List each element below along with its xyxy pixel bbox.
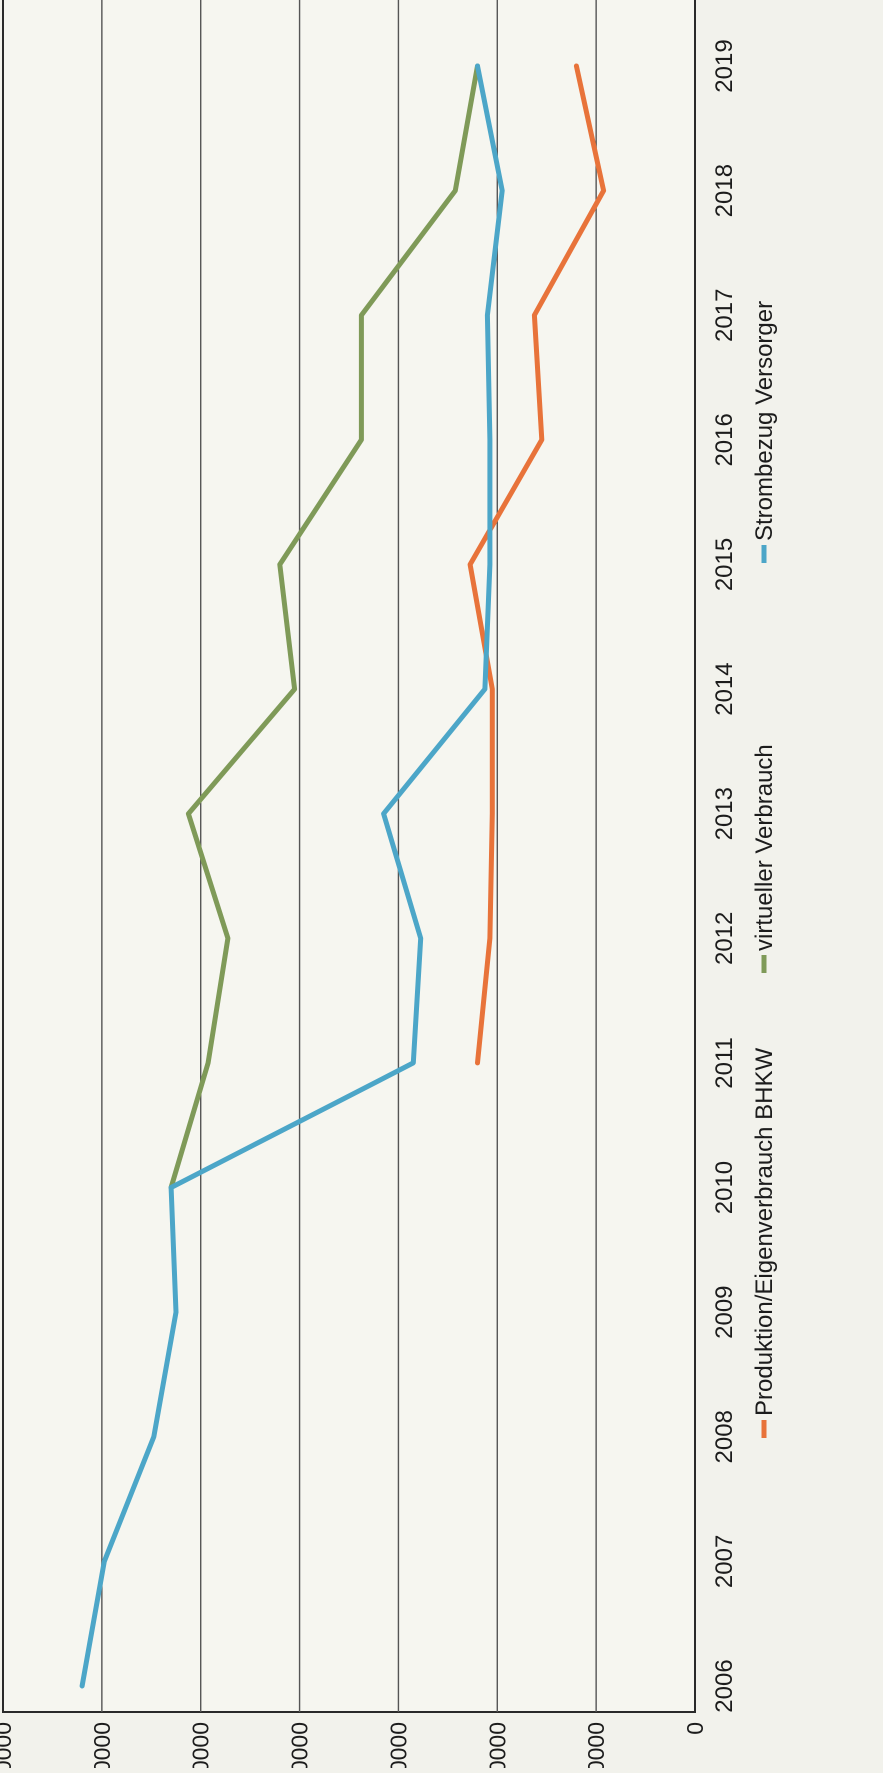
y-tick-label: 60000 xyxy=(385,1722,411,1768)
x-tick-label: 2008 xyxy=(711,1410,738,1463)
x-tick-label: 2010 xyxy=(711,1161,738,1214)
x-tick-label: 2011 xyxy=(711,1037,738,1089)
x-tick-label: 2015 xyxy=(711,538,738,591)
y-tick-label: 20000 xyxy=(583,1722,609,1768)
x-tick-label: 2014 xyxy=(711,662,738,715)
legend-label: Produktion/Eigenverbrauch BHKW xyxy=(751,1047,778,1416)
x-tick-label: 2019 xyxy=(711,39,738,92)
y-tick-label: 100000 xyxy=(188,1722,214,1768)
x-tick-label: 2009 xyxy=(711,1285,738,1338)
x-tick-label: 2006 xyxy=(711,1659,738,1712)
series-line xyxy=(168,63,480,1190)
legend-label: Strombezug Versorger xyxy=(751,301,778,541)
x-tick-label: 2007 xyxy=(711,1535,738,1588)
x-tick-label: 2013 xyxy=(711,787,738,840)
x-tick-label: 2012 xyxy=(711,912,738,965)
series-line xyxy=(79,63,505,1689)
legend-label: virtueller Verbrauch xyxy=(751,744,778,951)
y-tick-label: 140000 xyxy=(0,1722,16,1768)
y-tick-label: 120000 xyxy=(89,1722,115,1768)
plot-area xyxy=(2,0,696,1713)
y-tick-label: 0 xyxy=(682,1722,708,1735)
x-tick-label: 2018 xyxy=(711,164,738,217)
y-tick-label: 40000 xyxy=(484,1722,510,1768)
series-line xyxy=(467,63,607,1066)
x-tick-label: 2016 xyxy=(711,413,738,466)
y-tick-label: 80000 xyxy=(287,1722,313,1768)
x-tick-label: 2017 xyxy=(711,289,738,342)
